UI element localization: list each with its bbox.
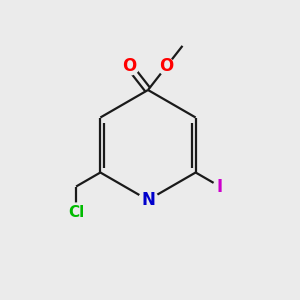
Text: I: I [217,178,223,196]
Text: N: N [141,191,155,209]
Text: O: O [159,57,174,75]
Text: Cl: Cl [68,205,84,220]
Text: O: O [122,57,137,75]
